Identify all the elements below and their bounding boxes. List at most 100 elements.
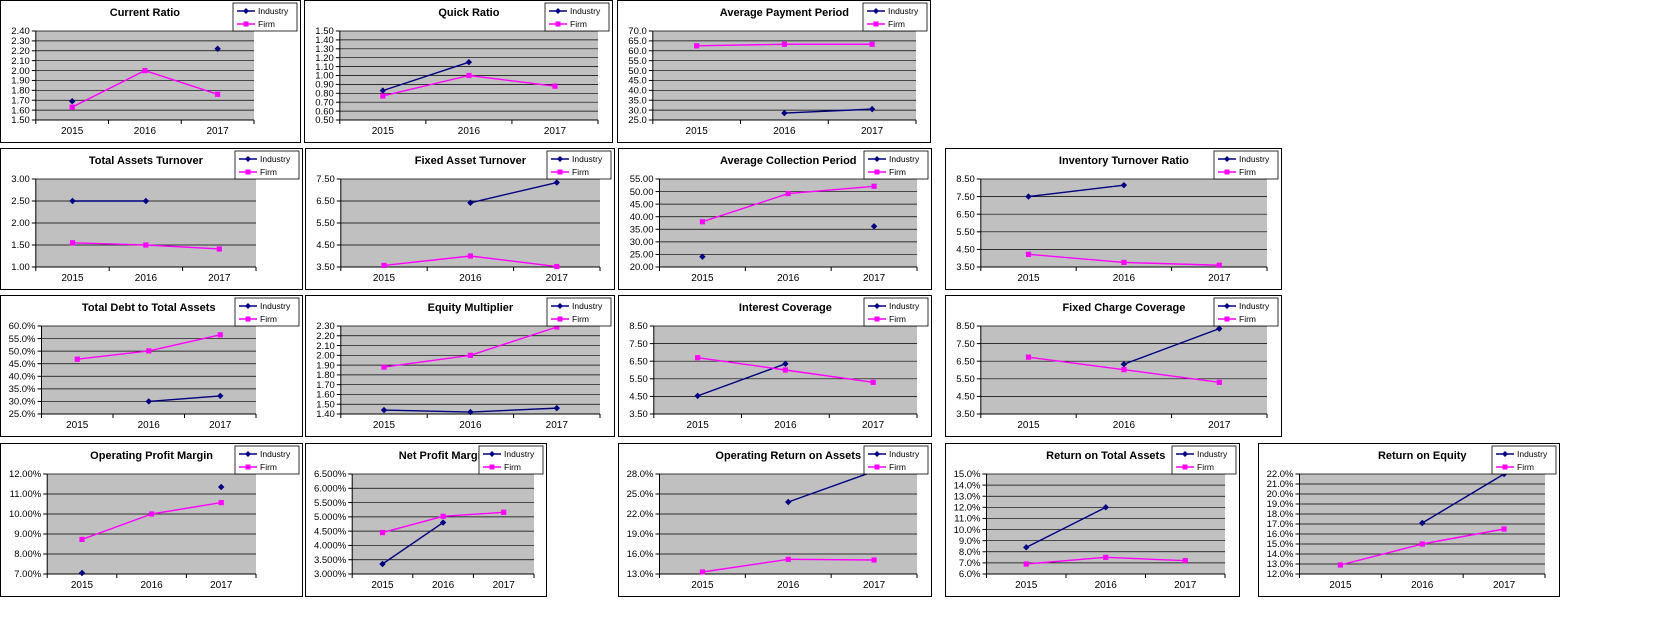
chart-panel-net-profit-margin[interactable]: 3.000% 3.500% 4.000% 4.500% 5.000% 5.500% 6.00…: [305, 443, 547, 597]
y-axis-tick-label: 16.0%: [1267, 529, 1294, 540]
chart-panel-total-debt-to-total-assets[interactable]: 25.0% 30.0% 35.0% 40.0% 45.0% 50.0% 55.0% 60.0%…: [0, 295, 303, 437]
y-axis-tick-label: 0.80: [315, 89, 334, 100]
series-line: [788, 558, 875, 561]
x-axis-tick-label: 2016: [135, 273, 158, 284]
chart-panel-return-on-equity[interactable]: 12.0% 13.0% 14.0% 15.0% 16.0% 17.0% 18.0% 19.0%…: [1258, 443, 1560, 597]
data-point-marker: [465, 58, 473, 66]
data-point-marker: [1120, 360, 1128, 368]
chart-panel-interest-coverage[interactable]: 3.50 4.50 5.50 6.50 7.50 8.50 2015 2016 2017 Inte…: [618, 295, 932, 437]
series-line: [382, 521, 444, 565]
data-point-marker: [1025, 193, 1032, 200]
y-axis-tick-label: 35.00: [630, 224, 654, 235]
legend-entry-label: Firm: [1239, 314, 1256, 324]
series-line: [470, 407, 557, 413]
y-axis-tick-label: 45.0: [628, 76, 647, 87]
data-point-marker: [782, 367, 788, 373]
chart-panel-average-payment-period[interactable]: 25.0 30.0 35.0 40.0 45.0 50.0 55.0 60.0 65.0 70.0…: [617, 0, 931, 143]
chart-panel-average-collection-period[interactable]: 20.00 25.00 30.00 35.00 40.00 45.00 50.00 55.00…: [618, 148, 932, 290]
series-line: [71, 69, 146, 108]
data-point-marker: [68, 98, 76, 105]
y-axis-tick-label: 1.20: [315, 53, 334, 64]
y-axis-tick-label: 45.00: [630, 199, 654, 210]
y-axis-tick-label: 1.40: [315, 35, 334, 46]
chart-panel-fixed-charge-coverage[interactable]: 3.50 4.50 5.50 6.50 7.50 8.50 2015 2016 2017 Fixe…: [945, 295, 1282, 437]
data-point-marker: [381, 262, 387, 269]
legend-entry-label: Industry: [1239, 301, 1270, 311]
x-axis-tick-label: 2017: [1208, 273, 1231, 284]
y-axis-tick-label: 50.0: [628, 66, 647, 77]
chart-title: Average Payment Period: [720, 7, 849, 19]
y-axis-tick-label: 2.40: [11, 26, 30, 37]
y-axis-tick-label: 2.10: [316, 341, 335, 352]
series-line: [382, 74, 470, 97]
y-axis-tick-label: 15.0%: [954, 469, 981, 480]
y-axis-tick-label: 22.0%: [627, 509, 654, 520]
chart-svg: 12.0%13.0%14.0%15.0%16.0%17.0%18.0%19.0%…: [1267, 445, 1557, 591]
series-line: [1028, 356, 1124, 371]
y-axis-tick-label: 30.00: [630, 237, 654, 248]
chart-panel-operating-return-on-assets[interactable]: 13.0% 16.0% 19.0% 22.0% 25.0% 28.0% 2015 2016 20…: [618, 443, 932, 597]
data-point-marker: [78, 569, 86, 577]
x-axis-tick-label: 2016: [140, 580, 163, 591]
chart-title: Operating Profit Margin: [90, 450, 213, 462]
y-axis-tick-label: 0.70: [315, 97, 334, 108]
y-axis-tick-label: 14.0%: [954, 480, 981, 491]
y-axis-tick-label: 28.0%: [627, 469, 654, 480]
data-point-marker: [1216, 262, 1222, 268]
chart-panel-return-on-total-assets[interactable]: 6.0% 7.0% 8.0% 9.0% 10.0% 11.0% 12.0% 13.0% 14.0…: [945, 443, 1240, 597]
y-axis-tick-label: 5.500%: [314, 498, 347, 509]
data-point-marker: [145, 398, 152, 405]
chart-title: Operating Return on Assets: [715, 450, 861, 462]
series-line: [470, 326, 558, 356]
x-axis-tick-label: 2016: [774, 420, 797, 431]
y-axis-tick-label: 3.50: [956, 262, 975, 273]
y-axis-tick-label: 4.500%: [314, 526, 347, 537]
data-point-marker: [1419, 519, 1426, 527]
x-axis-tick-label: 2015: [61, 126, 84, 137]
y-axis-tick-label: 8.50: [629, 321, 648, 332]
legend-entry-label: Industry: [572, 154, 603, 164]
chart-panel-fixed-asset-turnover[interactable]: 3.50 4.50 5.50 6.50 7.50 2015 2016 2017 Fixed As…: [305, 148, 615, 290]
y-axis-tick-label: 55.0: [628, 56, 647, 67]
y-axis-tick-label: 7.50: [316, 174, 335, 185]
y-axis-tick-label: 30.0: [628, 105, 647, 116]
chart-panel-current-ratio[interactable]: 1.50 1.60 1.70 1.80 1.90 2.00 2.10 2.20 2.30 2.40…: [0, 0, 301, 143]
legend-entry-label: Industry: [260, 449, 291, 459]
series-line: [1422, 528, 1505, 545]
legend-entry-label: Firm: [1239, 167, 1256, 177]
chart-title: Total Assets Turnover: [89, 155, 204, 167]
data-point-marker: [142, 67, 148, 74]
y-axis-tick-label: 12.0%: [1267, 569, 1294, 580]
legend-entry-label: Industry: [504, 449, 535, 459]
legend-entry-label: Industry: [1517, 449, 1548, 459]
series-line: [470, 255, 557, 268]
y-axis-tick-label: 2.30: [11, 36, 30, 47]
plot-area: [980, 179, 1267, 267]
y-axis-tick-label: 11.0%: [954, 514, 981, 525]
series-line: [788, 185, 875, 195]
data-point-marker: [440, 513, 446, 519]
y-axis-tick-label: 19.0%: [627, 529, 654, 540]
chart-panel-operating-profit-margin[interactable]: 7.00% 8.00% 9.00% 10.00% 11.00% 12.00% 2015 201…: [0, 443, 303, 597]
legend-entry-label: Industry: [260, 154, 291, 164]
y-axis-tick-label: 7.50: [956, 192, 975, 203]
data-point-marker: [785, 556, 791, 562]
chart-panel-quick-ratio[interactable]: 0.50 0.60 0.70 0.80 0.90 1.00 1.10 1.20 1.30 1.40…: [304, 0, 613, 143]
data-point-marker: [553, 404, 560, 412]
legend-entry-label: Industry: [889, 301, 920, 311]
data-point-marker: [695, 355, 701, 361]
legend-entry-label: Firm: [572, 314, 589, 324]
data-point-marker: [79, 536, 85, 542]
y-axis-tick-label: 13.0%: [1267, 559, 1294, 570]
chart-panel-inventory-turnover-ratio[interactable]: 3.50 4.50 5.50 6.50 7.50 8.50 2015 2016 2017 Inve…: [945, 148, 1282, 290]
x-axis-tick-label: 2015: [691, 580, 714, 591]
y-axis-tick-label: 7.50: [629, 339, 648, 350]
chart-panel-equity-multiplier[interactable]: 1.40 1.50 1.60 1.70 1.80 1.90 2.00 2.10 2.20 2.30…: [305, 295, 615, 437]
y-axis-tick-label: 7.0%: [959, 558, 981, 569]
chart-panel-total-assets-turnover[interactable]: 1.00 1.50 2.00 2.50 3.00 2015 2016 2017 Total As…: [0, 148, 303, 290]
legend-entry-label: Industry: [1197, 449, 1228, 459]
series-line: [382, 61, 470, 92]
y-axis-tick-label: 12.0%: [954, 503, 981, 514]
series-line: [1025, 506, 1107, 548]
